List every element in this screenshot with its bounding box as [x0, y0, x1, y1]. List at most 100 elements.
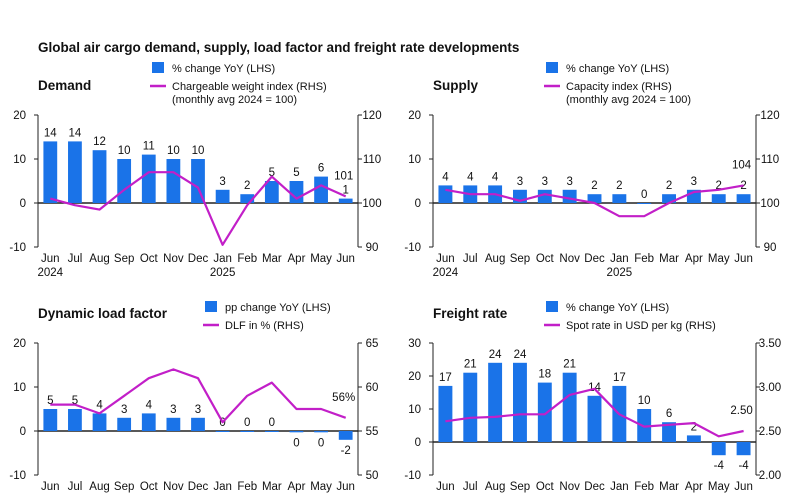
category-label: Nov	[559, 481, 580, 493]
bar	[587, 395, 602, 442]
category-label: Jun	[436, 253, 455, 265]
category-label: Sep	[510, 481, 530, 493]
category-label: May	[708, 481, 730, 493]
left-tick-label: 10	[408, 404, 421, 416]
category-label: Jun	[436, 481, 455, 493]
bar-data-label: 10	[167, 145, 180, 157]
left-tick-label: 20	[408, 110, 421, 122]
bar	[537, 382, 552, 442]
left-tick-label: 20	[408, 371, 421, 383]
bar-data-label: 0	[641, 189, 647, 201]
bar	[117, 159, 132, 203]
category-label: Jun	[41, 481, 60, 493]
category-label: Oct	[140, 481, 159, 493]
left-tick-label: 20	[13, 338, 26, 350]
category-label: Apr	[288, 481, 306, 493]
left-tick-label: 10	[13, 382, 26, 394]
bar-data-label: -2	[341, 445, 351, 457]
bar	[68, 141, 82, 203]
right-tick-label: 2.50	[759, 426, 781, 438]
bar-data-label: 5	[293, 167, 299, 179]
legend-bar-swatch	[152, 62, 164, 73]
bar	[736, 442, 751, 456]
bar-data-label: 3	[691, 176, 697, 188]
right-tick-label: 55	[366, 426, 379, 438]
left-tick-label: 0	[415, 437, 421, 449]
left-tick-label: 30	[408, 338, 421, 350]
bar-data-label: 10	[638, 395, 651, 407]
bar-data-label: 21	[563, 359, 576, 371]
bar	[191, 159, 205, 203]
year-label: 2024	[433, 267, 459, 279]
bar-data-label: 21	[464, 359, 477, 371]
right-tick-label: 110	[363, 154, 381, 166]
category-label: Jan	[213, 481, 232, 493]
right-tick-label: 100	[362, 198, 381, 210]
legend-line-label: Chargeable weight index (RHS)	[172, 81, 327, 93]
category-label: Aug	[485, 253, 505, 265]
bar	[141, 413, 156, 431]
category-label: Feb	[237, 481, 257, 493]
category-label: May	[310, 481, 332, 493]
legend-bar-label: % change YoY (LHS)	[566, 302, 669, 314]
bar	[215, 189, 230, 203]
category-label: Mar	[262, 481, 282, 493]
bar	[562, 372, 577, 442]
category-label: Oct	[140, 253, 159, 265]
right-tick-label: 90	[764, 242, 777, 254]
category-label: Nov	[163, 253, 184, 265]
category-label: Feb	[237, 253, 257, 265]
bar-data-label: 3	[195, 404, 201, 416]
legend-bar-label: % change YoY (LHS)	[566, 63, 669, 75]
bar	[662, 194, 676, 203]
bar	[587, 194, 602, 203]
left-tick-label: 0	[415, 198, 421, 210]
bar-data-label: 5	[72, 395, 78, 407]
bar-data-label: 17	[439, 372, 452, 384]
bar-data-label: -4	[738, 460, 749, 472]
bar	[264, 181, 279, 203]
year-label: 2025	[607, 267, 633, 279]
category-label: Jun	[734, 481, 753, 493]
bar-data-label: 12	[93, 136, 106, 148]
legend-line-label: DLF in % (RHS)	[225, 320, 304, 332]
line-end-label: 56%	[332, 392, 355, 404]
category-label: Apr	[288, 253, 306, 265]
bar-data-label: 4	[96, 399, 103, 411]
bar-data-label: 24	[514, 349, 527, 361]
category-label: Sep	[510, 253, 530, 265]
category-label: Mar	[659, 253, 679, 265]
bar-data-label: -4	[714, 460, 725, 472]
bar	[166, 159, 181, 203]
bar	[289, 431, 304, 433]
bar	[117, 417, 132, 431]
bar-data-label: 3	[566, 176, 572, 188]
category-label: Jan	[610, 481, 629, 493]
legend-bar-swatch	[546, 62, 558, 73]
legend-bar-label: % change YoY (LHS)	[172, 63, 275, 75]
bar-data-label: 4	[146, 399, 153, 411]
category-label: Mar	[262, 253, 282, 265]
left-tick-label: 0	[20, 198, 26, 210]
bar-data-label: 0	[293, 437, 299, 449]
bar-data-label: 2	[691, 421, 697, 433]
category-label: Jul	[463, 253, 478, 265]
category-label: Oct	[536, 253, 555, 265]
category-label: Dec	[188, 481, 209, 493]
bar-data-label: 11	[143, 141, 155, 153]
category-label: Jan	[213, 253, 232, 265]
bar-data-label: 10	[192, 145, 205, 157]
right-tick-label: 3.00	[759, 382, 781, 394]
bar	[215, 431, 230, 432]
category-label: Jul	[68, 481, 83, 493]
category-label: Jan	[610, 253, 629, 265]
category-label: Dec	[188, 253, 209, 265]
left-tick-label: 10	[13, 154, 26, 166]
bar-data-label: 0	[269, 417, 275, 429]
left-tick-label: -10	[404, 242, 421, 254]
line-series	[445, 387, 744, 438]
category-label: Feb	[634, 481, 654, 493]
bar-data-label: 0	[244, 417, 250, 429]
line-series	[50, 171, 347, 246]
legend-line-label: Spot rate in USD per kg (RHS)	[566, 320, 716, 332]
